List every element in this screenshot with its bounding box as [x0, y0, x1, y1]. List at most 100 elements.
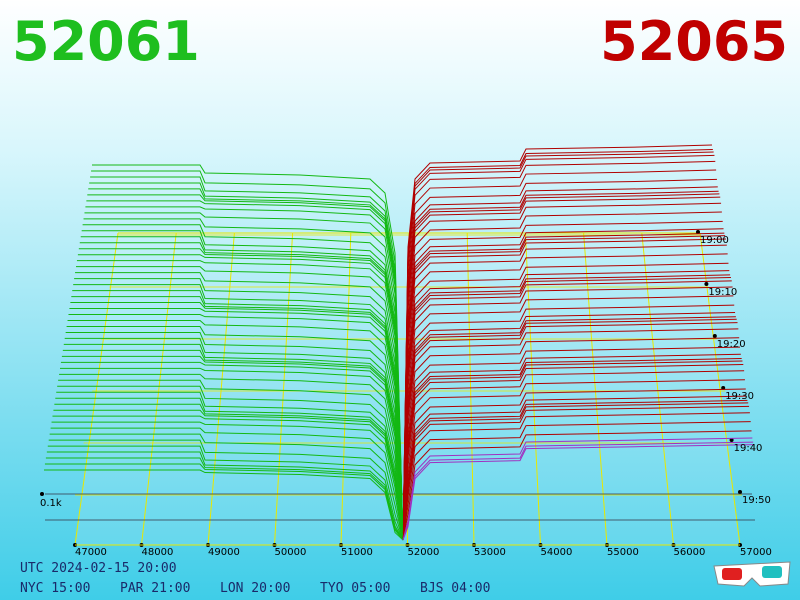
ask-profile: [402, 244, 727, 541]
time-label: 19:40: [734, 443, 763, 454]
ask-profile: [402, 178, 717, 541]
ask-profile: [402, 405, 750, 541]
bid-profile: [83, 218, 404, 541]
bid-profile: [76, 266, 404, 541]
bid-profile: [66, 325, 404, 541]
price-label: 50000: [275, 547, 307, 558]
bid-profile: [82, 224, 404, 541]
ask-profile: [402, 370, 745, 541]
grid-line: [274, 232, 294, 546]
grid-line: [466, 232, 475, 546]
bid-profile: [61, 355, 404, 541]
time-label: 19:30: [725, 391, 754, 402]
bid-profile: [91, 170, 404, 541]
clock: LON 20:00: [220, 581, 290, 596]
labels: 47000 48000 49000 50000 51000 52000 53000 54000…: [20, 235, 772, 596]
ask-profile: [402, 220, 723, 541]
price-label: 53000: [474, 547, 506, 558]
bid-profile: [60, 367, 404, 541]
ask-price: 52065: [600, 10, 788, 73]
clock: PAR 21:00: [120, 581, 190, 596]
ask-profile: [402, 379, 745, 541]
bid-profile: [84, 212, 404, 541]
ask-profile: [402, 262, 729, 541]
bid-profile: [75, 272, 404, 541]
price-label: 49000: [208, 547, 240, 558]
ask-profile: [402, 328, 739, 541]
ask-profile: [402, 286, 733, 541]
ask-profile: [402, 304, 735, 541]
ask-profile: [402, 364, 744, 541]
ask-profile: [402, 437, 753, 541]
time-label: 19:20: [717, 339, 746, 350]
bid-profile: [76, 260, 404, 541]
price-label: 57000: [740, 547, 772, 558]
bid-profile: [70, 302, 404, 541]
bid-profile: [50, 427, 404, 541]
ask-profile: [402, 430, 752, 541]
ask-profile: [402, 346, 741, 541]
ask-profile: [402, 295, 734, 541]
bid-profile: [52, 415, 404, 541]
tick-dot: [712, 334, 717, 338]
bid-profile: [68, 314, 404, 541]
bid-profile: [77, 254, 404, 541]
ask-profile: [402, 322, 738, 541]
bid-profile: [53, 409, 404, 541]
bid-profile: [55, 397, 404, 541]
ask-profile: [402, 202, 722, 541]
price-label: 52000: [408, 547, 440, 558]
bid-profile: [67, 319, 404, 541]
tick-dot: [729, 438, 734, 442]
bid-profile: [51, 421, 404, 541]
grid-line: [641, 232, 674, 546]
bid-profile: [64, 337, 404, 541]
ask-profile: [402, 388, 746, 541]
grid-line: [340, 232, 352, 546]
bid-profile: [92, 164, 404, 541]
price-label: 56000: [674, 547, 706, 558]
ask-profile: [402, 253, 728, 541]
tick-dot: [696, 230, 700, 234]
depth-surface: [40, 144, 755, 547]
ask-profile: [402, 421, 751, 541]
glasses-icon[interactable]: [713, 561, 791, 587]
ask-profile: [402, 160, 716, 541]
bid-profile: [47, 445, 404, 541]
ask-profile: [402, 395, 747, 541]
price-label: 54000: [541, 547, 573, 558]
bid-profile: [85, 206, 404, 541]
bid-profile: [46, 451, 404, 541]
tick-dot: [40, 492, 44, 496]
bid-profile: [59, 373, 404, 541]
bid-price: 52061: [12, 10, 200, 73]
bid-profile: [65, 331, 404, 541]
price-label: 48000: [142, 547, 174, 558]
price-label: 51000: [341, 547, 373, 558]
bid-profile: [69, 308, 404, 541]
price-label: 47000: [75, 547, 107, 558]
bid-profile: [86, 200, 404, 541]
ask-profile: [402, 412, 750, 541]
bid-profile: [73, 284, 404, 541]
depth-label: 0.1k: [40, 498, 62, 509]
bid-profile: [56, 391, 404, 541]
bid-profile: [81, 230, 404, 541]
tick-dot: [738, 490, 742, 494]
ask-profile: [402, 211, 722, 541]
bid-profile: [90, 176, 404, 541]
ask-profile: [402, 154, 715, 541]
utc-time: UTC 2024-02-15 20:00: [20, 561, 177, 576]
ask-profile: [402, 353, 741, 541]
bid-profile: [44, 469, 404, 541]
clock: BJS 04:00: [420, 581, 490, 596]
grid-line: [583, 232, 608, 546]
ask-profile: [402, 169, 717, 541]
ask-profile: [402, 196, 721, 541]
bid-profile: [58, 379, 404, 541]
clock: NYC 15:00: [20, 581, 90, 596]
bid-profile: [49, 433, 404, 541]
ask-profile: [402, 280, 732, 541]
bid-profile: [74, 278, 404, 541]
